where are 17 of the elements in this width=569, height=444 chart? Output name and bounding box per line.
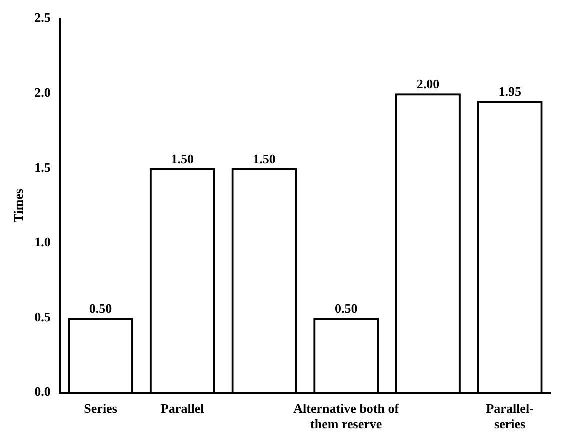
y-tick-label: 0.0 bbox=[34, 384, 51, 400]
data-label: 0.50 bbox=[89, 300, 112, 316]
y-tick-label: 2.0 bbox=[34, 84, 51, 100]
x-tick-label: Alternative both of them reserve bbox=[294, 400, 400, 432]
data-label: 1.95 bbox=[498, 84, 522, 99]
y-tick-label: 1.0 bbox=[34, 234, 51, 250]
data-label: 1.50 bbox=[171, 151, 194, 166]
data-label: 2.00 bbox=[416, 76, 440, 92]
y-tick-label: 2.5 bbox=[34, 10, 52, 26]
x-tick-label: Parallel bbox=[160, 400, 205, 416]
data-label: 0.50 bbox=[334, 300, 358, 316]
y-axis-title: Times bbox=[11, 188, 26, 223]
y-tick-label: 0.5 bbox=[34, 309, 52, 324]
x-tick-label: Series bbox=[84, 400, 118, 416]
y-tick-label: 1.5 bbox=[34, 160, 52, 175]
x-tick-label: Parallel-series bbox=[486, 400, 534, 432]
data-label: 1.50 bbox=[253, 151, 276, 166]
